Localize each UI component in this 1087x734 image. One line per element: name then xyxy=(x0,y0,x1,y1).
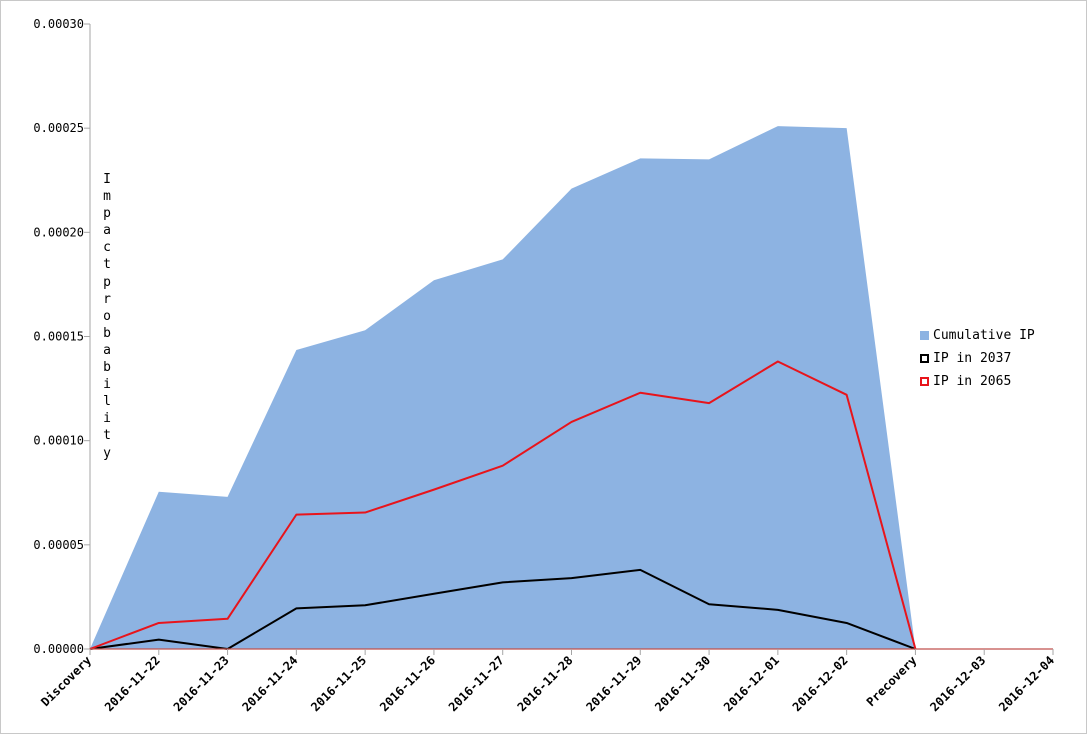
x-tick-label: 2016-11-26 xyxy=(377,653,438,714)
legend: Cumulative IP IP in 2037 IP in 2065 xyxy=(920,324,1035,393)
legend-label-cumulative: Cumulative IP xyxy=(933,328,1035,343)
y-tick-label: 0.00030 xyxy=(33,17,84,31)
x-tick-label: 2016-11-25 xyxy=(308,653,369,714)
legend-item-2037: IP in 2037 xyxy=(920,347,1035,370)
x-tick-label: 2016-11-27 xyxy=(446,653,507,714)
y-tick-label: 0.00010 xyxy=(33,434,84,448)
y-tick-label: 0.00005 xyxy=(33,538,84,552)
area-series-cumulative-ip xyxy=(90,126,916,650)
x-tick-label: 2016-12-01 xyxy=(721,653,782,714)
x-tick-label: Precovery xyxy=(864,653,920,709)
legend-item-cumulative: Cumulative IP xyxy=(920,324,1035,347)
x-tick-label: 2016-11-28 xyxy=(515,653,576,714)
x-tick-label: 2016-11-30 xyxy=(652,653,713,714)
y-tick-label: 0.00025 xyxy=(33,121,84,135)
y-axis-label: Impact probability xyxy=(103,172,119,461)
x-tick-label: 2016-12-03 xyxy=(927,653,988,714)
x-tick-label: 2016-11-22 xyxy=(102,653,163,714)
x-tick-label: Discovery xyxy=(38,653,94,709)
legend-swatch-2065 xyxy=(920,377,929,386)
legend-swatch-2037 xyxy=(920,354,929,363)
x-tick-label: 2016-11-23 xyxy=(171,653,232,714)
x-tick-label: 2016-12-04 xyxy=(996,653,1057,714)
x-tick-label: 2016-12-02 xyxy=(790,653,851,714)
x-tick-label: 2016-11-24 xyxy=(239,653,300,714)
x-tick-label: 2016-11-29 xyxy=(583,653,644,714)
legend-label-2037: IP in 2037 xyxy=(933,351,1012,366)
legend-label-2065: IP in 2065 xyxy=(933,374,1012,389)
legend-item-2065: IP in 2065 xyxy=(920,370,1035,393)
y-tick-label: 0.00020 xyxy=(33,225,84,239)
y-tick-label: 0.00000 xyxy=(33,642,84,656)
legend-swatch-cumulative xyxy=(920,331,929,340)
y-tick-label: 0.00015 xyxy=(33,330,84,344)
